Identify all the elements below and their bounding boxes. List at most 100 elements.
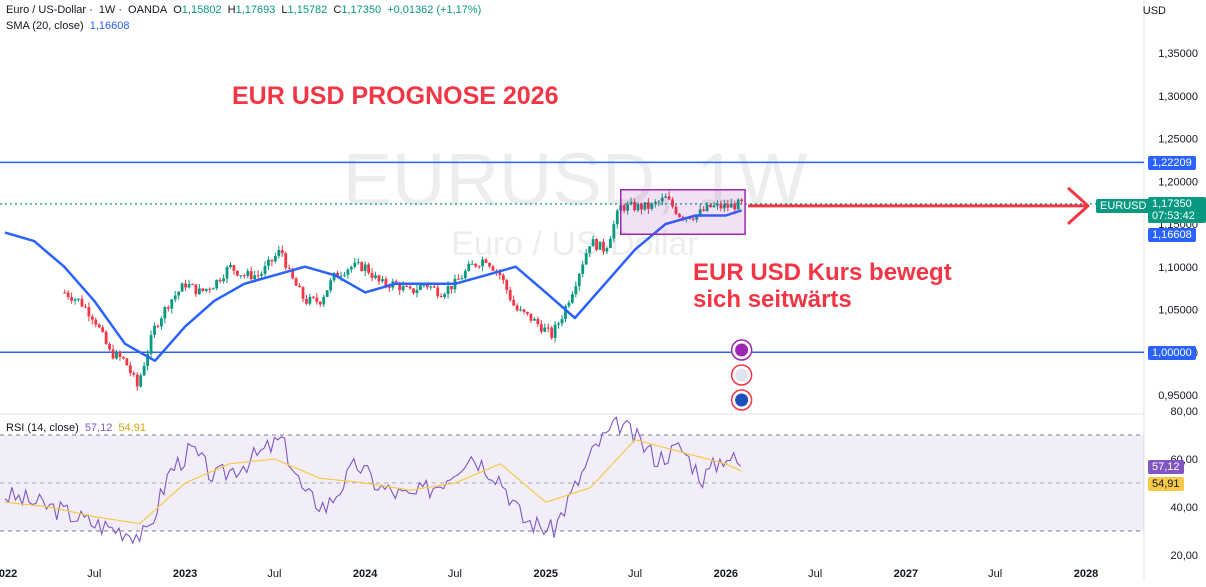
candle-body <box>564 306 567 319</box>
candle-body <box>353 262 357 267</box>
candle-body <box>370 272 374 278</box>
candle-body <box>412 288 415 294</box>
candle-body <box>419 285 422 290</box>
symbol-broker: OANDA <box>128 4 168 16</box>
candle-body <box>640 203 643 210</box>
candle-body <box>311 296 315 298</box>
candle-body <box>584 253 588 265</box>
candle-body <box>574 286 578 295</box>
time-tick-label: Jul <box>988 568 1002 580</box>
us-flag-icon-fill <box>735 368 749 382</box>
candle-body <box>446 286 450 295</box>
consolidation-box <box>619 189 746 236</box>
candle-body <box>733 203 737 210</box>
rsi-ma-line <box>4 439 742 525</box>
candle-body <box>160 318 163 327</box>
candle-body <box>77 298 80 300</box>
sma-value: 1,16608 <box>89 20 130 32</box>
price-tick-label: 1,20000 <box>1158 176 1198 188</box>
price-tick-label: 1,05000 <box>1158 305 1198 317</box>
candle-body <box>408 286 412 289</box>
candle-body <box>643 202 647 210</box>
sma-label: SMA (20, close) <box>6 20 84 32</box>
time-tick-label: 2024 <box>353 568 378 580</box>
rsi-line <box>4 416 741 545</box>
candle-body <box>305 298 308 304</box>
time-tick-label: Jul <box>267 568 281 580</box>
candle-body <box>329 280 333 291</box>
candle-body <box>242 275 246 277</box>
symbol-name: Euro / US-Dollar <box>6 4 87 16</box>
candle-body <box>629 202 633 205</box>
candle-body <box>439 296 443 298</box>
candle-body <box>384 279 388 286</box>
candle-body <box>194 284 198 295</box>
candle-body <box>577 274 581 287</box>
candle-body <box>374 275 377 278</box>
sma-legend[interactable]: SMA (20, close) 1,16608 <box>6 20 132 32</box>
candle-body <box>415 289 419 294</box>
candle-body <box>477 266 481 268</box>
candle-body <box>115 352 118 359</box>
grid-layer <box>0 0 1145 582</box>
candle-body <box>336 272 339 277</box>
candle-body <box>436 287 440 297</box>
candle-body <box>94 319 98 325</box>
candle-body <box>146 353 149 366</box>
ohlc-low: 1,15782 <box>287 4 328 16</box>
candle-body <box>315 297 319 302</box>
rsi-layer <box>0 416 1144 545</box>
candle-body <box>191 284 194 286</box>
candle-body <box>712 205 716 208</box>
support-price-tag: 1,00000 <box>1148 346 1196 360</box>
candle-body <box>166 307 170 309</box>
candle-body <box>394 281 398 284</box>
candle-body <box>660 197 664 202</box>
symbol-legend[interactable]: Euro / US-Dollar · 1W · OANDA O1,15802 H1,… <box>6 4 482 16</box>
ohlc-high: 1,17693 <box>235 4 276 16</box>
candle-body <box>208 288 212 290</box>
time-tick-label: 2027 <box>894 568 918 580</box>
candle-body <box>636 203 640 211</box>
candle-body <box>691 218 695 220</box>
time-tick-label: Jul <box>808 568 822 580</box>
candle-body <box>443 294 447 297</box>
time-tick-label: 2028 <box>1074 568 1098 580</box>
candle-body <box>360 262 364 271</box>
candle-body <box>232 265 236 271</box>
candle-body <box>709 204 712 208</box>
resistance-price-tag: 1,22209 <box>1148 156 1196 170</box>
candle-body <box>111 349 115 359</box>
rsi-label: RSI (14, close) <box>6 422 79 434</box>
candle-body <box>70 297 74 301</box>
candle-body <box>235 270 239 276</box>
candle-body <box>229 265 232 268</box>
candle-body <box>622 205 626 211</box>
candle-body <box>256 275 260 277</box>
candle-body <box>598 241 602 250</box>
candle-body <box>73 299 77 301</box>
candle-body <box>512 299 516 306</box>
candle-body <box>218 279 222 282</box>
candle-body <box>546 327 550 329</box>
rsi-legend[interactable]: RSI (14, close) 57,12 54,91 <box>6 422 149 434</box>
candle-body <box>722 204 726 209</box>
candle-body <box>508 290 512 300</box>
candle-body <box>432 286 436 288</box>
candle-body <box>608 238 612 249</box>
candle-body <box>740 199 744 201</box>
candle-body <box>197 288 201 295</box>
candle-body <box>702 209 706 211</box>
time-tick-label: 2026 <box>714 568 738 580</box>
candle-body <box>128 365 132 373</box>
ohlc-high-label: H <box>227 4 236 16</box>
candle-body <box>349 266 353 270</box>
candle-body <box>498 271 502 276</box>
candle-body <box>705 204 709 211</box>
annotation-layer: EUR USD PROGNOSE 2026 EUR USD Kurs bewegt… <box>232 82 1090 411</box>
annotation-title: EUR USD PROGNOSE 2026 <box>232 82 559 110</box>
candle-body <box>267 259 270 266</box>
candle-body <box>222 278 225 282</box>
time-tick-label: 2022 <box>0 568 17 580</box>
